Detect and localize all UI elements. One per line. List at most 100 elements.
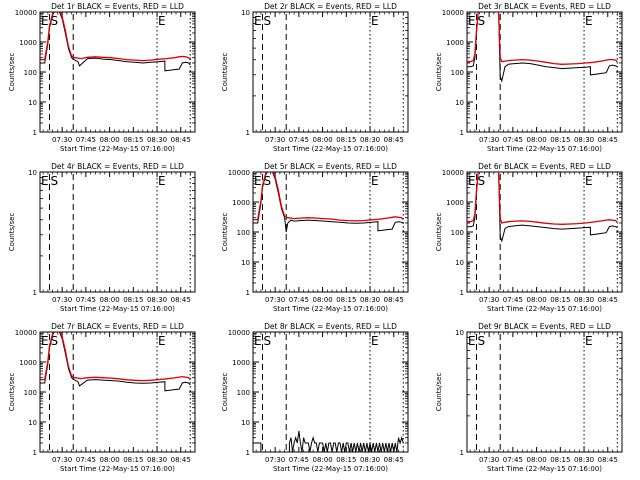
x-tick-label: 07:45 — [76, 136, 96, 144]
events-series-line — [467, 172, 618, 243]
x-tick-label: 07:45 — [503, 136, 523, 144]
plot-frame — [39, 171, 196, 293]
y-tick-label: 10 — [28, 169, 37, 177]
end-marker-label: E — [41, 334, 49, 348]
panel-title: Det 6r BLACK = Events, RED = LLD — [478, 162, 611, 171]
plot-frame — [466, 331, 623, 453]
x-tick-label: 07:30 — [52, 136, 72, 144]
x-tick-label: 07:45 — [289, 136, 309, 144]
panel-title: Det 8r BLACK = Events, RED = LLD — [264, 322, 397, 331]
x-tick-label: 08:45 — [171, 136, 191, 144]
y-tick-label: 1 — [460, 449, 464, 457]
y-tick-label: 10 — [455, 99, 464, 107]
y-tick-label: 10 — [241, 9, 250, 17]
x-tick-label: 07:45 — [503, 296, 523, 304]
series-group — [40, 12, 191, 72]
x-tick-label: 07:45 — [289, 456, 309, 464]
series-group — [253, 430, 404, 452]
y-tick-label: 1 — [246, 129, 250, 137]
x-tick-label: 08:00 — [312, 296, 332, 304]
events-series-line — [253, 430, 404, 452]
y-axis-label: Counts/sec — [221, 53, 229, 92]
start-marker-label: S — [477, 14, 485, 28]
y-tick-label: 1 — [460, 289, 464, 297]
y-axis-label: Counts/sec — [8, 213, 16, 252]
y-tick-label: 1000 — [232, 199, 250, 207]
y-tick-label: 1 — [246, 449, 250, 457]
y-tick-label: 100 — [237, 389, 250, 397]
plot-frame — [252, 331, 409, 453]
lld-series-line — [40, 12, 191, 62]
x-tick-label: 08:45 — [598, 296, 618, 304]
end-marker-label: E — [41, 174, 49, 188]
y-tick-label: 10 — [455, 329, 464, 337]
panel-title: Det 5r BLACK = Events, RED = LLD — [264, 162, 397, 171]
x-axis-label: Start Time (22-May-15 07:16:00) — [273, 305, 388, 313]
x-tick-label: 07:30 — [265, 456, 285, 464]
y-tick-label: 10000 — [228, 169, 250, 177]
events-series-line — [40, 12, 191, 72]
x-axis-label: Start Time (22-May-15 07:16:00) — [60, 145, 175, 153]
lld-series-line — [253, 172, 404, 222]
detector-panel-8: Det 8r BLACK = Events, RED = LLD 1 10 100 10… — [221, 322, 409, 473]
y-tick-label: 1000 — [19, 359, 37, 367]
end-marker-label: E — [585, 174, 593, 188]
y-tick-label: 100 — [451, 69, 464, 77]
panel-title: Det 2r BLACK = Events, RED = LLD — [264, 2, 397, 11]
series-group — [467, 12, 618, 83]
x-tick-label: 07:30 — [479, 296, 499, 304]
y-tick-label: 10000 — [228, 329, 250, 337]
detector-panel-7: Det 7r BLACK = Events, RED = LLD 1 10 100 10… — [8, 322, 196, 473]
x-tick-label: 07:45 — [289, 296, 309, 304]
y-tick-label: 1 — [460, 129, 464, 137]
x-tick-label: 08:15 — [123, 136, 143, 144]
y-tick-label: 100 — [24, 69, 37, 77]
detector-panel-5: Det 5r BLACK = Events, RED = LLD 1 10 100 10… — [221, 162, 409, 313]
end-marker-label: E — [585, 334, 593, 348]
y-tick-label: 10 — [241, 259, 250, 267]
x-axis-label: Start Time (22-May-15 07:16:00) — [487, 465, 602, 473]
x-tick-label: 08:30 — [574, 456, 594, 464]
end-marker-label: E — [41, 14, 49, 28]
panel-title: Det 1r BLACK = Events, RED = LLD — [51, 2, 184, 11]
x-tick-label: 08:15 — [550, 456, 570, 464]
y-tick-label: 1 — [33, 129, 37, 137]
end-marker-label: E — [158, 14, 166, 28]
detector-panel-2: Det 2r BLACK = Events, RED = LLD 1 10 07:30… — [221, 2, 409, 153]
x-tick-label: 08:45 — [384, 136, 404, 144]
start-marker-label: S — [50, 174, 58, 188]
panel-title: Det 4r BLACK = Events, RED = LLD — [51, 162, 184, 171]
y-axis-label: Counts/sec — [8, 373, 16, 412]
x-tick-label: 08:15 — [336, 136, 356, 144]
x-tick-label: 08:00 — [526, 296, 546, 304]
y-tick-label: 1000 — [446, 39, 464, 47]
y-tick-label: 1000 — [446, 199, 464, 207]
detector-panel-6: Det 6r BLACK = Events, RED = LLD 1 10 100 10… — [435, 162, 623, 313]
start-marker-label: S — [50, 14, 58, 28]
y-axis-label: Counts/sec — [435, 373, 443, 412]
y-tick-label: 100 — [237, 229, 250, 237]
x-tick-label: 07:30 — [265, 296, 285, 304]
x-tick-label: 08:30 — [360, 456, 380, 464]
x-tick-label: 08:30 — [360, 136, 380, 144]
x-tick-label: 08:15 — [123, 296, 143, 304]
panel-title: Det 3r BLACK = Events, RED = LLD — [478, 2, 611, 11]
x-tick-label: 08:00 — [312, 456, 332, 464]
x-tick-label: 07:30 — [265, 136, 285, 144]
end-marker-label: E — [468, 174, 476, 188]
x-tick-label: 07:30 — [479, 456, 499, 464]
end-marker-label: E — [371, 174, 379, 188]
x-tick-label: 08:30 — [147, 136, 167, 144]
end-marker-label: E — [254, 14, 262, 28]
x-tick-label: 08:30 — [147, 296, 167, 304]
detector-panel-3: Det 3r BLACK = Events, RED = LLD 1 10 100 10… — [435, 2, 623, 153]
y-tick-label: 100 — [24, 389, 37, 397]
plot-frame — [39, 331, 196, 453]
x-tick-label: 07:45 — [76, 456, 96, 464]
series-group — [467, 172, 618, 243]
x-tick-label: 07:45 — [503, 456, 523, 464]
end-marker-label: E — [158, 174, 166, 188]
x-tick-label: 08:00 — [312, 136, 332, 144]
y-tick-label: 10000 — [442, 9, 464, 17]
